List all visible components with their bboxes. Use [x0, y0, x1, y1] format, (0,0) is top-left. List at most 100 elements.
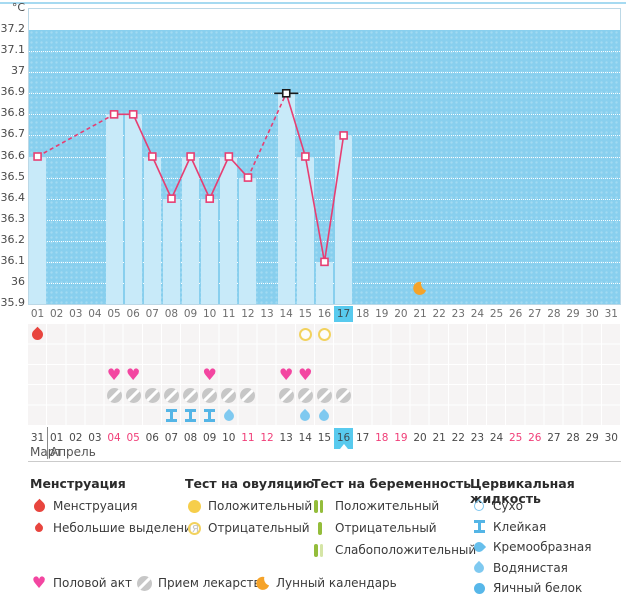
calendar-date[interactable]: 15	[317, 432, 332, 444]
cycle-day[interactable]: 20	[394, 308, 408, 320]
cycle-day[interactable]: 30	[585, 308, 599, 320]
temp-marker[interactable]	[186, 152, 195, 161]
calendar-date[interactable]: 09	[203, 432, 217, 444]
temp-marker[interactable]	[109, 110, 119, 119]
calendar-date[interactable]: 22	[451, 432, 465, 444]
menstruation-and-ovulation-tests-cell[interactable]	[315, 324, 334, 344]
cycle-day[interactable]: 17	[334, 306, 354, 322]
calendar-date[interactable]: 17	[356, 432, 370, 444]
temp-marker[interactable]	[148, 152, 157, 161]
cycle-day[interactable]: 02	[50, 308, 64, 320]
cycle-day[interactable]: 07	[145, 308, 159, 320]
menstruation-and-ovulation-tests-cell[interactable]	[28, 324, 47, 344]
cycle-day[interactable]: 22	[432, 308, 446, 320]
calendar-date[interactable]: 10	[222, 432, 236, 444]
calendar-date[interactable]: 07	[164, 432, 179, 444]
calendar-date[interactable]: 20	[413, 432, 427, 444]
cycle-day[interactable]: 23	[451, 308, 465, 320]
calendar-date[interactable]: 18	[375, 432, 389, 444]
medications-cell[interactable]	[315, 385, 334, 405]
calendar-date[interactable]: 11	[241, 432, 255, 444]
temp-marker[interactable]	[301, 152, 310, 161]
calendar-date[interactable]: 23	[470, 432, 485, 444]
medications-cell[interactable]	[181, 385, 200, 405]
cycle-day[interactable]: 25	[489, 308, 504, 320]
cycle-day[interactable]: 14	[279, 308, 293, 320]
cycle-day[interactable]: 06	[126, 308, 140, 320]
cycle-day[interactable]: 04	[88, 308, 102, 320]
calendar-date[interactable]: 27	[547, 432, 561, 444]
cycle-day[interactable]: 18	[356, 308, 370, 320]
cycle-day[interactable]: 09	[183, 308, 198, 320]
cycle-day[interactable]: 29	[566, 308, 580, 320]
cervical-fluid-cell[interactable]	[219, 406, 238, 426]
cycle-day[interactable]: 11	[222, 308, 236, 320]
intercourse-cell[interactable]: ♥	[200, 365, 219, 385]
calendar-date[interactable]: 08	[183, 432, 198, 444]
calendar-date[interactable]: 25	[509, 432, 523, 444]
cycle-day[interactable]: 21	[413, 308, 427, 320]
calendar-date[interactable]: 03	[88, 432, 102, 444]
temp-marker[interactable]	[205, 194, 215, 203]
calendar-date[interactable]: 06	[145, 432, 159, 444]
cycle-day[interactable]: 10	[203, 308, 217, 320]
cycle-day[interactable]: 15	[298, 308, 312, 320]
calendar-date[interactable]: 19	[394, 432, 408, 444]
calendar-date[interactable]: 01	[50, 432, 64, 444]
cervical-fluid-cell[interactable]	[181, 406, 200, 426]
calendar-date[interactable]: 16	[334, 428, 354, 449]
temp-marker[interactable]	[33, 152, 42, 161]
calendar-date[interactable]: 21	[432, 432, 446, 444]
cycle-day[interactable]: 08	[164, 308, 179, 320]
calendar-date[interactable]: 14	[298, 432, 312, 444]
cycle-day[interactable]: 12	[241, 308, 255, 320]
intercourse-cell[interactable]: ♥	[105, 365, 124, 385]
medications-cell[interactable]	[238, 385, 257, 405]
medications-cell[interactable]	[219, 385, 238, 405]
medications-cell[interactable]	[200, 385, 219, 405]
cervical-fluid-cell[interactable]	[315, 406, 334, 426]
cervical-fluid-cell[interactable]	[200, 406, 219, 426]
cycle-day[interactable]: 01	[30, 308, 45, 320]
calendar-date[interactable]: 12	[260, 432, 274, 444]
cycle-day[interactable]: 28	[547, 308, 561, 320]
calendar-date[interactable]: 30	[604, 432, 618, 444]
cycle-day[interactable]: 03	[69, 308, 83, 320]
calendar-date[interactable]: 29	[585, 432, 599, 444]
menstruation-and-ovulation-tests-cell[interactable]	[296, 324, 315, 344]
medications-cell[interactable]	[162, 385, 181, 405]
temp-marker[interactable]	[128, 110, 138, 119]
temp-marker[interactable]	[167, 194, 176, 203]
intercourse-cell[interactable]: ♥	[296, 365, 315, 385]
medications-cell[interactable]	[277, 385, 296, 405]
temp-marker[interactable]	[320, 257, 329, 267]
calendar-date[interactable]: 28	[566, 432, 580, 444]
calendar-date[interactable]: 24	[489, 432, 504, 444]
intercourse-cell[interactable]: ♥	[124, 365, 143, 385]
cycle-day[interactable]: 16	[317, 308, 332, 320]
cervical-fluid-cell[interactable]	[296, 406, 315, 426]
cycle-day[interactable]: 27	[528, 308, 542, 320]
cycle-day[interactable]: 13	[260, 308, 274, 320]
calendar-date[interactable]: 05	[126, 432, 140, 444]
cervical-fluid-cell[interactable]	[162, 406, 181, 426]
calendar-date[interactable]: 02	[69, 432, 83, 444]
intercourse-cell[interactable]: ♥	[277, 365, 296, 385]
medications-cell[interactable]	[124, 385, 143, 405]
cycle-day[interactable]: 05	[107, 308, 121, 320]
calendar-date[interactable]: 13	[279, 432, 293, 444]
temp-marker[interactable]	[243, 173, 253, 182]
cycle-day[interactable]: 24	[470, 308, 485, 320]
temp-marker[interactable]	[224, 152, 234, 161]
medications-cell[interactable]	[143, 385, 162, 405]
cycle-day[interactable]: 19	[375, 308, 389, 320]
calendar-date[interactable]: 31	[30, 432, 45, 444]
medications-cell[interactable]	[105, 385, 124, 405]
ovulation-marker[interactable]	[281, 88, 291, 98]
medications-cell[interactable]	[334, 385, 353, 405]
cycle-day[interactable]: 31	[604, 308, 618, 320]
calendar-date[interactable]: 26	[528, 432, 542, 444]
medications-cell[interactable]	[296, 385, 315, 405]
cycle-day[interactable]: 26	[509, 308, 523, 320]
calendar-date[interactable]: 04	[107, 432, 121, 444]
